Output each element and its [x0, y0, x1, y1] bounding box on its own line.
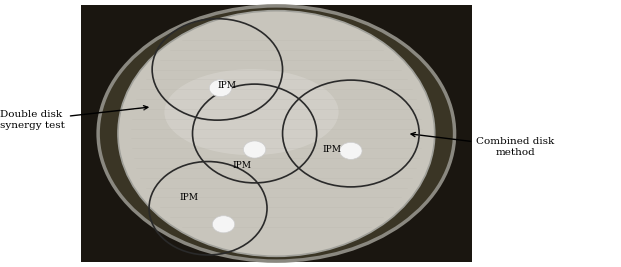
Text: Combined disk
method: Combined disk method	[411, 132, 555, 156]
Ellipse shape	[209, 80, 232, 97]
Ellipse shape	[212, 216, 235, 233]
Ellipse shape	[165, 69, 338, 155]
Text: IPM: IPM	[217, 81, 236, 90]
Text: IPM: IPM	[180, 193, 199, 202]
Ellipse shape	[243, 141, 266, 158]
Text: IPM: IPM	[323, 145, 342, 154]
Ellipse shape	[118, 11, 435, 256]
Text: IPM: IPM	[233, 161, 252, 170]
FancyBboxPatch shape	[81, 5, 472, 262]
Text: Double disk
synergy test: Double disk synergy test	[0, 106, 148, 130]
Ellipse shape	[98, 6, 455, 261]
Ellipse shape	[340, 142, 362, 159]
